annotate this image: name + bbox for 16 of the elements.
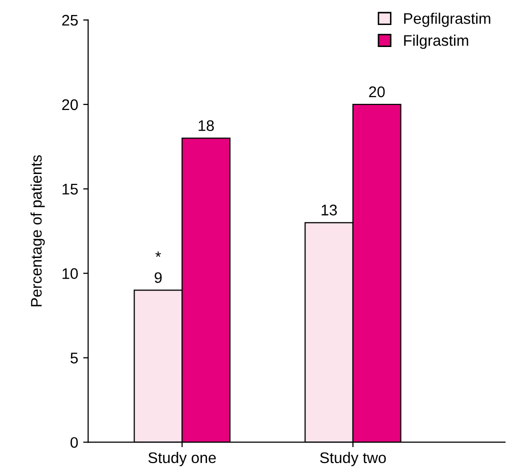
y-tick-label: 15 (62, 184, 78, 195)
x-tick-label: Study one (148, 452, 216, 466)
data-label: 20 (369, 86, 385, 98)
y-axis-title: Percentage of patients (30, 155, 45, 306)
annotation: * (155, 252, 161, 257)
legend-label: Filgrastim (404, 34, 468, 49)
data-label: 13 (322, 204, 337, 216)
data-label: 18 (198, 120, 214, 132)
y-tick-label: 5 (70, 352, 78, 364)
data-label: 9 (154, 272, 162, 284)
y-tick-label: 25 (62, 14, 78, 26)
y-tick-label: 0 (70, 437, 78, 448)
y-tick-label: 20 (62, 99, 78, 110)
legend-label: Pegfilgrastim (404, 12, 490, 27)
y-tick-label: 10 (62, 268, 78, 280)
x-tick-label: Study two (320, 452, 386, 466)
